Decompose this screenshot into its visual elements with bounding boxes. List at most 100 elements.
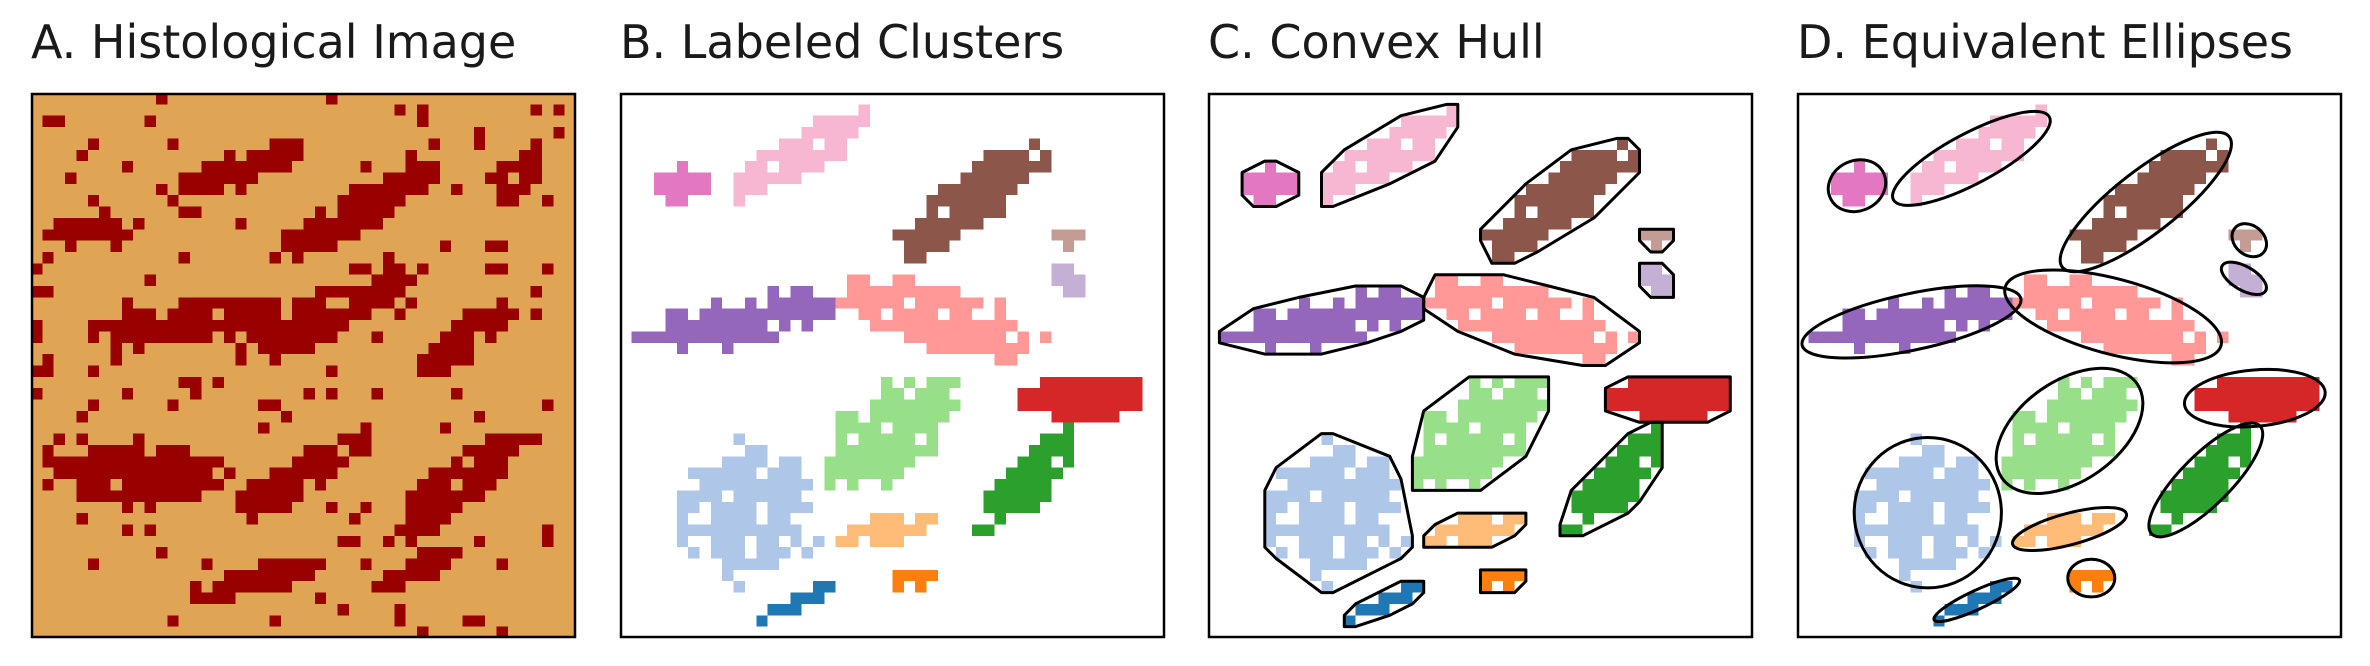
- hull-c9: [1558, 420, 1664, 538]
- cluster-c10-pixels: [676, 433, 825, 593]
- cluster-c1-pixels: [733, 104, 870, 207]
- axes-frame: [1207, 92, 1754, 639]
- cluster-c5-pixels: [1219, 286, 1424, 355]
- cluster-c3-pixels: [1639, 229, 1674, 252]
- cluster-c13: [1933, 581, 2013, 627]
- cluster-c9-pixels: [1559, 422, 1663, 536]
- cluster-c4-pixels: [1639, 263, 1674, 298]
- cluster-c4: [1051, 263, 1086, 298]
- ellipse-c3: [2230, 222, 2269, 259]
- ellipse-c13: [1932, 576, 2022, 624]
- cluster-c3-pixels: [1051, 229, 1086, 252]
- cluster-c7-pixels: [1605, 376, 1731, 423]
- panel-title-d: D. Equivalent Ellipses: [1797, 15, 2294, 69]
- cluster-c6: [835, 274, 1052, 366]
- cluster-c0-pixels: [1831, 161, 1888, 207]
- cluster-c10-pixels: [1853, 433, 2002, 593]
- cluster-c3: [2228, 229, 2263, 252]
- cluster-c2-pixels: [2069, 138, 2229, 264]
- ellipse-c0: [1826, 158, 1888, 214]
- cluster-c7-pixels: [2194, 376, 2320, 423]
- hull-c10: [1263, 432, 1414, 595]
- cluster-c8-pixels: [1412, 376, 1549, 491]
- cluster-c0-pixels: [654, 161, 711, 207]
- tissue-background: [31, 93, 576, 638]
- ellipse-c12: [2066, 557, 2117, 599]
- stained-region: [31, 93, 565, 638]
- hull-c7: [1603, 375, 1732, 424]
- panel-title-c: C. Convex Hull: [1208, 15, 1545, 69]
- cluster-c3-pixels: [2228, 229, 2263, 252]
- cluster-c1: [1910, 104, 2047, 207]
- labeled-clusters-panel: [619, 92, 1166, 639]
- ellipse-c6: [2003, 268, 2224, 365]
- cluster-c12: [892, 569, 938, 593]
- cluster-c8: [1412, 376, 1549, 491]
- cluster-c11-pixels: [1423, 513, 1526, 548]
- cluster-c1-pixels: [1910, 104, 2047, 207]
- cluster-c13-pixels: [1344, 581, 1424, 627]
- cluster-c9-pixels: [2148, 422, 2252, 536]
- cluster-c0: [1831, 161, 1888, 207]
- cluster-c12: [2069, 569, 2115, 593]
- cluster-c2-pixels: [1480, 138, 1640, 264]
- equivalent-ellipses-panel: [1796, 92, 2343, 639]
- cluster-c4-pixels: [2228, 263, 2263, 298]
- cluster-c1: [1321, 104, 1458, 207]
- cluster-c7: [2194, 376, 2320, 423]
- cluster-c11: [1423, 513, 1526, 548]
- hull-c1: [1320, 102, 1460, 208]
- cluster-c6-pixels: [1423, 274, 1640, 366]
- cluster-c13-pixels: [1933, 581, 2013, 627]
- cluster-c6: [2012, 274, 2229, 366]
- cluster-c10: [1264, 433, 1413, 593]
- axes-frame: [1796, 92, 2343, 639]
- cluster-c5: [631, 286, 836, 355]
- cluster-c12-pixels: [2069, 569, 2115, 593]
- cluster-c0: [1242, 161, 1299, 207]
- ellipse-c9: [2147, 421, 2265, 539]
- hull-c2: [1479, 136, 1641, 265]
- hull-c11: [1422, 511, 1528, 549]
- axes-frame: [30, 92, 577, 639]
- cluster-c4: [2228, 263, 2263, 298]
- cluster-c8-pixels: [2001, 376, 2138, 491]
- cluster-c5-pixels: [1808, 286, 2013, 355]
- cluster-c0: [654, 161, 711, 207]
- cluster-c11-pixels: [2012, 513, 2115, 548]
- cluster-c11: [2012, 513, 2115, 548]
- cluster-c5: [1808, 286, 2013, 355]
- cluster-c8-pixels: [824, 376, 961, 491]
- cluster-c9: [971, 422, 1075, 536]
- cluster-c10: [1853, 433, 2002, 593]
- histological-image-panel: [30, 92, 577, 639]
- cluster-c12: [1480, 569, 1526, 593]
- cluster-c3: [1051, 229, 1086, 252]
- cluster-c9: [1559, 422, 1663, 536]
- cluster-c8: [824, 376, 961, 491]
- cluster-c6-pixels: [835, 274, 1052, 366]
- cluster-c2: [1480, 138, 1640, 264]
- cluster-c10: [676, 433, 825, 593]
- convex-hull-panel: [1207, 92, 1754, 639]
- cluster-c0-pixels: [1242, 161, 1299, 207]
- stained-region-pixels: [31, 93, 565, 638]
- ellipse-c1: [1891, 109, 2052, 207]
- hull-c13: [1342, 579, 1426, 629]
- cluster-c2-pixels: [892, 138, 1052, 264]
- cluster-c6-pixels: [2012, 274, 2229, 366]
- panel-title-b: B. Labeled Clusters: [620, 15, 1065, 69]
- ellipse-c11: [2010, 505, 2129, 553]
- cluster-c9: [2148, 422, 2252, 536]
- cluster-c2: [892, 138, 1052, 264]
- axes-frame: [619, 92, 1166, 639]
- hull-c8: [1410, 375, 1551, 492]
- cluster-c5-pixels: [631, 286, 836, 355]
- cluster-c1-pixels: [1321, 104, 1458, 207]
- ellipse-c4: [2219, 260, 2268, 296]
- cluster-c8: [2001, 376, 2138, 491]
- cluster-c7: [1605, 376, 1731, 423]
- ellipse-c2: [2058, 130, 2233, 274]
- cluster-c6: [1423, 274, 1640, 366]
- cluster-c9-pixels: [971, 422, 1075, 536]
